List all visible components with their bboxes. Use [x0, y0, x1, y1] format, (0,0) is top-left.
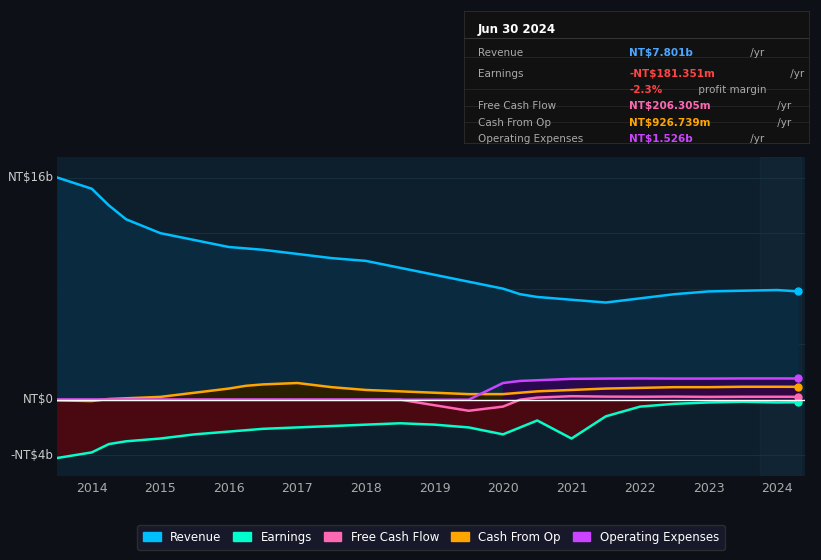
- Text: NT$206.305m: NT$206.305m: [630, 101, 711, 111]
- Text: NT$7.801b: NT$7.801b: [630, 48, 693, 58]
- Text: /yr: /yr: [773, 101, 791, 111]
- Text: NT$0: NT$0: [23, 393, 53, 406]
- Text: Operating Expenses: Operating Expenses: [478, 134, 583, 143]
- Text: /yr: /yr: [773, 118, 791, 128]
- Bar: [760, 157, 801, 476]
- Legend: Revenue, Earnings, Free Cash Flow, Cash From Op, Operating Expenses: Revenue, Earnings, Free Cash Flow, Cash …: [137, 525, 725, 550]
- Text: -NT$181.351m: -NT$181.351m: [630, 69, 715, 79]
- Text: Revenue: Revenue: [478, 48, 523, 58]
- Text: Jun 30 2024: Jun 30 2024: [478, 23, 556, 36]
- Text: -2.3%: -2.3%: [630, 85, 663, 95]
- Text: profit margin: profit margin: [695, 85, 766, 95]
- Text: /yr: /yr: [787, 69, 804, 79]
- Text: Free Cash Flow: Free Cash Flow: [478, 101, 556, 111]
- Text: -NT$4b: -NT$4b: [11, 449, 53, 461]
- Text: /yr: /yr: [747, 48, 764, 58]
- Text: NT$926.739m: NT$926.739m: [630, 118, 711, 128]
- Text: Cash From Op: Cash From Op: [478, 118, 551, 128]
- Text: NT$16b: NT$16b: [7, 171, 53, 184]
- Text: Earnings: Earnings: [478, 69, 523, 79]
- Text: /yr: /yr: [747, 134, 764, 143]
- Text: NT$1.526b: NT$1.526b: [630, 134, 693, 143]
